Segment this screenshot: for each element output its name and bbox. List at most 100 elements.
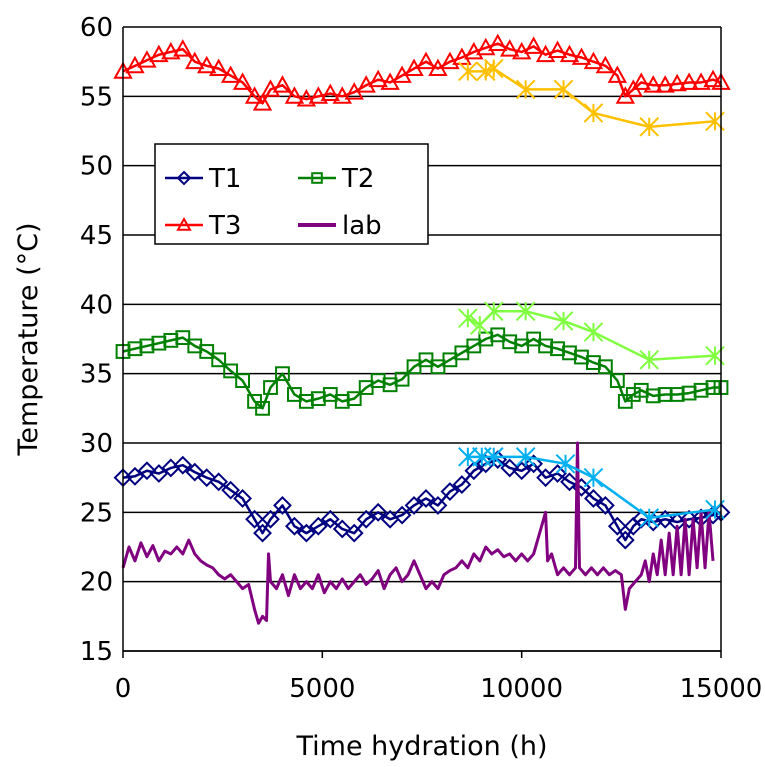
point-t3-35: [523, 36, 544, 54]
point-series-5-6: [639, 349, 660, 370]
point-t1-35: [524, 454, 544, 474]
point-series-5-0: [458, 308, 478, 329]
point-t1-34: [512, 461, 532, 481]
point-t1-19: [332, 519, 352, 539]
x-tick-label-10000: 10000: [480, 674, 563, 704]
legend-marker-t1: [176, 170, 192, 186]
point-t1-3: [149, 464, 169, 483]
point-series-6-4: [555, 453, 576, 474]
point-t3-47: [655, 75, 675, 93]
line-t2: [122, 333, 721, 410]
point-t2-20: [346, 391, 362, 407]
point-t1-8: [209, 472, 229, 492]
axes: 15 20 25 30 35 40 45 50 55 60 0 5000 10000 15000: [80, 13, 762, 704]
point-t1-26: [416, 489, 436, 508]
point-t1-30: [464, 461, 484, 481]
point-t3-31: [476, 37, 496, 56]
legend-label-t1: T1: [208, 164, 241, 194]
point-t3-14: [272, 75, 293, 93]
point-t3-49: [679, 72, 699, 90]
y-tick-label-45: 45: [80, 221, 113, 251]
point-series-4-4: [553, 79, 574, 100]
x-tick-label-0: 0: [115, 674, 132, 704]
point-t1-18: [320, 509, 340, 529]
point-t1-14: [273, 495, 292, 515]
point-t1-41: [595, 495, 615, 515]
point-series-4-0: [458, 61, 478, 82]
point-t1-6: [185, 462, 205, 482]
series-series-6: [458, 447, 725, 528]
y-tick-label-60: 60: [80, 13, 113, 43]
point-t3-9: [220, 65, 241, 83]
y-axis-title: Temperature (°C): [13, 222, 44, 456]
point-t3-37: [547, 40, 568, 58]
point-t3-6: [185, 51, 205, 70]
point-t1-33: [500, 458, 520, 478]
point-t1-5: [173, 455, 193, 475]
point-t3-42: [607, 65, 628, 83]
point-t3-26: [416, 51, 436, 70]
point-t3-33: [500, 39, 520, 57]
point-t3-5: [173, 39, 193, 57]
point-series-5-5: [583, 322, 604, 342]
point-t2-7: [199, 344, 215, 359]
point-t1-25: [404, 495, 424, 515]
point-series-6-0: [458, 447, 478, 467]
series-lab: [121, 441, 715, 625]
point-series-4-2: [483, 58, 504, 79]
point-series-5-3: [515, 301, 536, 322]
point-t1-13: [261, 509, 280, 529]
point-t3-40: [583, 51, 604, 70]
x-tick-label-15000: 15000: [680, 674, 763, 704]
y-tick-label-50: 50: [80, 152, 113, 182]
point-series-6-6: [639, 508, 660, 528]
point-t1-9: [221, 480, 241, 500]
point-t3-28: [440, 51, 460, 70]
legend-box: [154, 143, 429, 245]
point-t2-5: [175, 330, 191, 346]
series-series-4: [458, 58, 725, 137]
legend-marker-t3: [176, 216, 192, 231]
y-tick-label-15: 15: [80, 637, 113, 667]
point-t1-2: [137, 461, 157, 481]
point-t1-28: [440, 482, 460, 501]
y-tick-label-35: 35: [80, 360, 113, 390]
point-t1-38: [560, 472, 579, 492]
y-tick-label-25: 25: [80, 498, 113, 528]
line-lab: [121, 441, 715, 625]
point-t3-12: [252, 93, 273, 111]
point-t1-20: [344, 523, 364, 543]
point-t1-7: [197, 468, 217, 488]
point-t3-30: [464, 41, 484, 60]
point-t3-3: [149, 44, 169, 63]
point-t2-44: [625, 387, 641, 402]
legend-label-lab: lab: [342, 211, 382, 241]
point-t1-15: [285, 516, 304, 536]
point-t3-17: [308, 86, 329, 104]
point-t3-11: [244, 86, 265, 104]
point-t1-21: [356, 509, 376, 529]
point-t3-8: [208, 58, 229, 76]
point-t3-38: [559, 44, 580, 63]
point-t3-50: [691, 72, 711, 90]
point-t1-37: [548, 464, 567, 483]
point-t3-45: [631, 72, 651, 90]
y-tick-label-30: 30: [80, 429, 113, 459]
point-t2-41: [597, 359, 613, 375]
point-t3-16: [296, 89, 317, 107]
point-t1-22: [368, 502, 388, 522]
point-t1-40: [584, 489, 603, 508]
point-t1-43: [615, 530, 635, 550]
point-series-5-4: [553, 311, 574, 331]
point-series-4-6: [639, 117, 660, 137]
point-t1-42: [607, 516, 627, 536]
point-series-6-3: [515, 447, 536, 467]
point-t2-12: [255, 400, 270, 416]
point-series-5-2: [483, 301, 504, 322]
x-axis-title: Time hydration (h): [295, 731, 547, 762]
point-t3-4: [161, 41, 181, 60]
point-t1-1: [125, 466, 145, 486]
y-tick-label-55: 55: [80, 82, 113, 112]
